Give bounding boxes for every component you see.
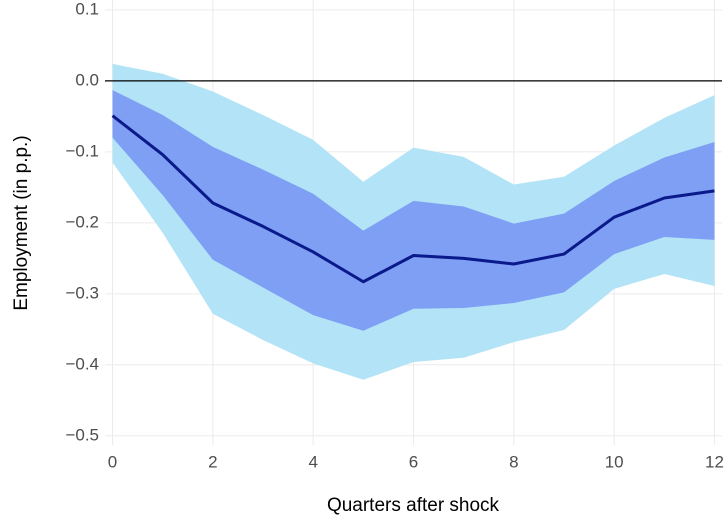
y-tick-label: −0.1 xyxy=(65,141,99,160)
x-tick-label: 6 xyxy=(409,452,418,471)
x-tick-label: 2 xyxy=(208,452,217,471)
x-tick-label: 0 xyxy=(108,452,117,471)
x-tick-label: 4 xyxy=(308,452,317,471)
y-tick-label: −0.2 xyxy=(65,212,99,231)
y-axis-title: Employment (in p.p.) xyxy=(11,135,32,310)
x-tick-label: 10 xyxy=(605,452,624,471)
response-line xyxy=(111,114,715,284)
y-tick-label: −0.3 xyxy=(65,283,99,302)
x-tick-label: 12 xyxy=(705,452,724,471)
confidence-band xyxy=(112,90,715,331)
y-tick-label: −0.4 xyxy=(65,354,99,373)
y-tick-label: −0.5 xyxy=(65,425,99,444)
x-axis-title: Quarters after shock xyxy=(327,495,500,516)
y-tick-label: 0.1 xyxy=(75,0,99,18)
x-tick-label: 8 xyxy=(509,452,518,471)
y-tick-label: 0.0 xyxy=(75,70,99,89)
